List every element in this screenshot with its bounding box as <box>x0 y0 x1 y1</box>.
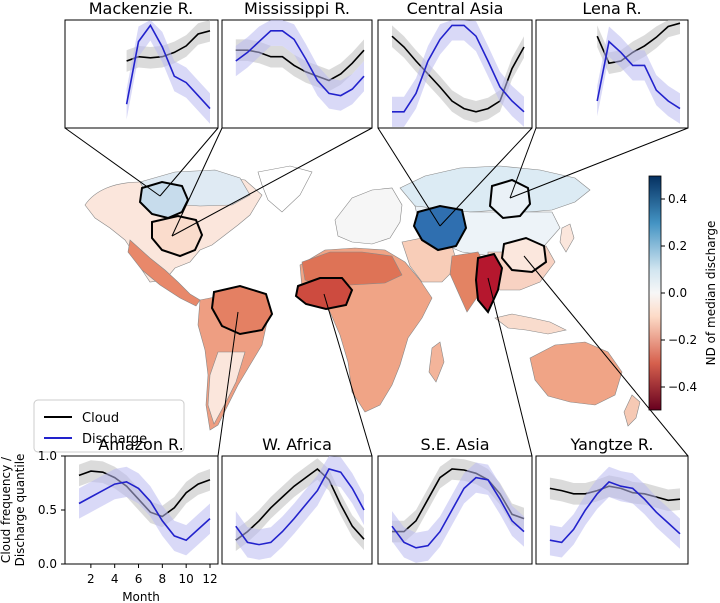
colorbar-tick-label: 0.2 <box>668 239 687 253</box>
basin-central-asia <box>412 204 468 252</box>
y-tick-label: 1.0 <box>38 449 57 463</box>
panel-plot-lena <box>596 20 681 124</box>
series-line-discharge <box>235 29 365 97</box>
x-tick-label: 12 <box>202 572 217 586</box>
panel-plot-yangtze <box>549 466 681 558</box>
colorbar-gradient <box>648 175 662 411</box>
series-line-cloud <box>235 467 365 541</box>
basin-west-africa <box>294 277 354 311</box>
panel-title-amazon: Amazon R. <box>98 435 183 454</box>
colorbar-ticks: 0.4 0.2 0.0 −0.2 −0.4 <box>661 192 697 394</box>
colorbar-tick-label: 0.4 <box>668 192 687 206</box>
landmass-japan <box>559 223 575 253</box>
landmass-europe <box>334 187 403 245</box>
series-band-cloud <box>392 25 524 123</box>
panel-title-mississippi: Mississippi R. <box>244 0 350 18</box>
x-tick-label: 2 <box>87 572 95 586</box>
series-line-cloud <box>596 22 681 65</box>
world-map <box>64 127 689 457</box>
series-band-cloud <box>126 20 210 72</box>
landmass-central-america <box>127 239 201 307</box>
basin-yangtze <box>500 236 548 274</box>
region-south-america-south <box>207 351 246 425</box>
x-axis-label: Month <box>122 590 160 603</box>
panel-title-central-asia: Central Asia <box>407 0 504 18</box>
colorbar-tick-label: −0.4 <box>668 380 697 394</box>
y-tick-label: 0.0 <box>38 557 57 571</box>
series-line-discharge <box>549 480 681 544</box>
landmass-madagascar <box>428 341 445 383</box>
y-axis-label-line2: Discharge quantile <box>13 454 27 567</box>
panel-plot-mississippi <box>235 20 365 111</box>
legend: Cloud Discharge <box>33 399 185 453</box>
panel-plot-mackenzie <box>125 20 211 124</box>
panel-title-se-asia: S.E. Asia <box>420 435 489 454</box>
basin-amazon <box>210 284 274 336</box>
basin-lena <box>488 178 532 220</box>
series-line-discharge <box>78 481 211 542</box>
x-tick-label: 10 <box>179 572 194 586</box>
series-band-discharge <box>126 20 210 124</box>
x-tick-label: 6 <box>135 572 143 586</box>
panel-plot-se-asia <box>391 458 525 563</box>
chart-series <box>78 20 681 563</box>
landmass-indonesia <box>494 313 567 335</box>
series-line-discharge <box>125 23 211 110</box>
x-tick-label: 8 <box>159 572 167 586</box>
panel-title-w-africa: W. Africa <box>262 435 332 454</box>
panel-plot-w-africa <box>235 456 365 560</box>
series-band-discharge <box>79 466 210 556</box>
y-axis-label-line1: Cloud frequency / <box>0 456 13 563</box>
y-tick-label: 0.5 <box>38 503 57 517</box>
series-line-discharge <box>392 24 525 113</box>
basin-mackenzie <box>138 180 190 220</box>
landmass-new-zealand <box>623 394 641 427</box>
series-band-discharge <box>392 20 524 127</box>
series-line-discharge <box>235 468 365 546</box>
connector-lines <box>64 127 689 457</box>
colorbar-tick-label: −0.2 <box>668 333 697 347</box>
landmass-australia <box>529 341 623 406</box>
panel-title-mackenzie: Mackenzie R. <box>89 0 194 18</box>
colorbar-tick-label: 0.0 <box>668 286 687 300</box>
legend-discharge-label: Discharge <box>82 432 147 447</box>
series-band-discharge <box>392 462 524 563</box>
panel-plot-amazon <box>78 460 211 556</box>
panel-plot-central-asia <box>391 20 525 127</box>
series-band-discharge <box>235 456 364 560</box>
x-tick-label: 4 <box>111 572 119 586</box>
landmass-greenland <box>257 165 313 213</box>
legend-cloud-label: Cloud <box>82 411 119 426</box>
series-band-discharge <box>235 20 364 111</box>
panel-title-lena: Lena R. <box>582 0 641 18</box>
colorbar: 0.4 0.2 0.0 −0.2 −0.4 ND of median disch… <box>648 175 718 411</box>
series-band-discharge <box>549 466 680 558</box>
amazon-axes: 1.0 0.5 0.0 2 4 6 8 10 12 Month Cloud frequen… <box>0 449 218 603</box>
series-line-discharge <box>596 40 681 110</box>
series-line-discharge <box>391 476 525 549</box>
panel-title-yangtze: Yangtze R. <box>570 435 654 454</box>
series-band-discharge <box>597 26 680 124</box>
colorbar-label: ND of median discharge <box>704 221 718 366</box>
